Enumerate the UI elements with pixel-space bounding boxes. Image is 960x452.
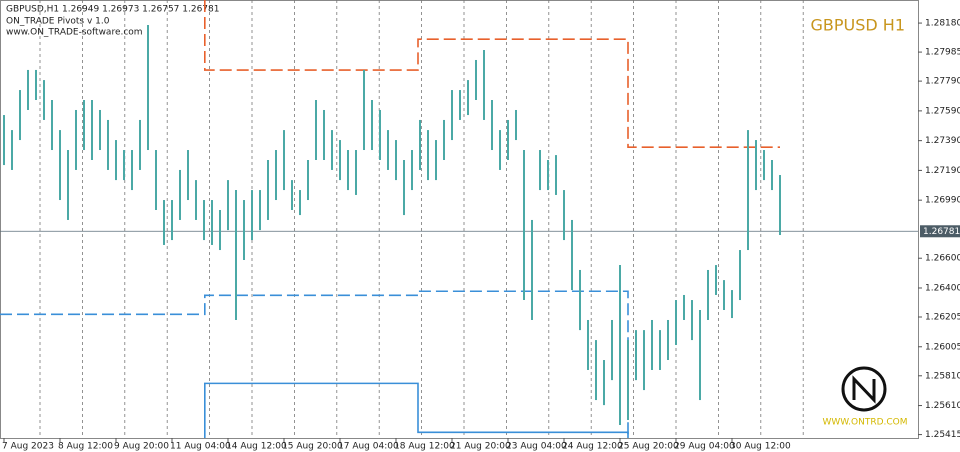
y-tick-label: 1.27790 xyxy=(925,77,960,87)
x-tick-label: 21 Aug 20:00 xyxy=(450,442,511,452)
x-tick-label: 18 Aug 12:00 xyxy=(394,442,455,452)
website: www.ON_TRADE-software.com xyxy=(6,28,143,38)
pivot-line xyxy=(204,382,629,438)
y-tick-label: 1.26990 xyxy=(925,196,960,206)
watermark: WWW.ONTRD.COM xyxy=(822,418,907,428)
x-tick-label: 29 Aug 04:00 xyxy=(674,442,735,452)
y-tick-label: 1.25415 xyxy=(925,430,960,440)
chart-title: GBPUSD H1 xyxy=(810,16,905,35)
y-tick-label: 1.25610 xyxy=(925,401,960,411)
y-tick-label: 1.28180 xyxy=(925,19,960,29)
current-price-box xyxy=(920,225,960,238)
y-tick-label: 1.27985 xyxy=(925,48,960,58)
pivot-line xyxy=(0,290,629,438)
x-tick-label: 14 Aug 12:00 xyxy=(226,442,287,452)
y-tick-label: 1.27390 xyxy=(925,136,960,146)
x-tick-label: 9 Aug 20:00 xyxy=(114,442,169,452)
pivot-line xyxy=(204,0,780,148)
plot-frame xyxy=(0,0,919,439)
y-tick-label: 1.26400 xyxy=(925,283,960,293)
logo xyxy=(841,366,887,412)
x-tick-label: 23 Aug 04:00 xyxy=(506,442,567,452)
y-tick-label: 1.25810 xyxy=(925,371,960,381)
x-tick-label: 24 Aug 12:00 xyxy=(562,442,623,452)
x-tick-label: 11 Aug 04:00 xyxy=(170,442,231,452)
x-tick-label: 25 Aug 20:00 xyxy=(618,442,679,452)
x-tick-label: 30 Aug 12:00 xyxy=(730,442,791,452)
header: GBPUSD,H1 1.26949 1.26973 1.26757 1.2678… xyxy=(6,5,219,15)
y-tick-label: 1.26600 xyxy=(925,254,960,264)
x-tick-label: 7 Aug 2023 xyxy=(2,442,54,452)
x-tick-label: 17 Aug 04:00 xyxy=(338,442,399,452)
y-tick-label: 1.26005 xyxy=(925,342,960,352)
y-tick-label: 1.27590 xyxy=(925,106,960,116)
y-tick-label: 1.27190 xyxy=(925,166,960,176)
x-tick-label: 8 Aug 12:00 xyxy=(58,442,113,452)
separators xyxy=(39,0,804,438)
x-tick-label: 15 Aug 20:00 xyxy=(282,442,343,452)
indicator-name: ON_TRADE Pivots v 1.0 xyxy=(6,17,110,27)
current-price-label: 1.26781 xyxy=(923,227,960,237)
y-tick-label: 1.26205 xyxy=(925,313,960,323)
